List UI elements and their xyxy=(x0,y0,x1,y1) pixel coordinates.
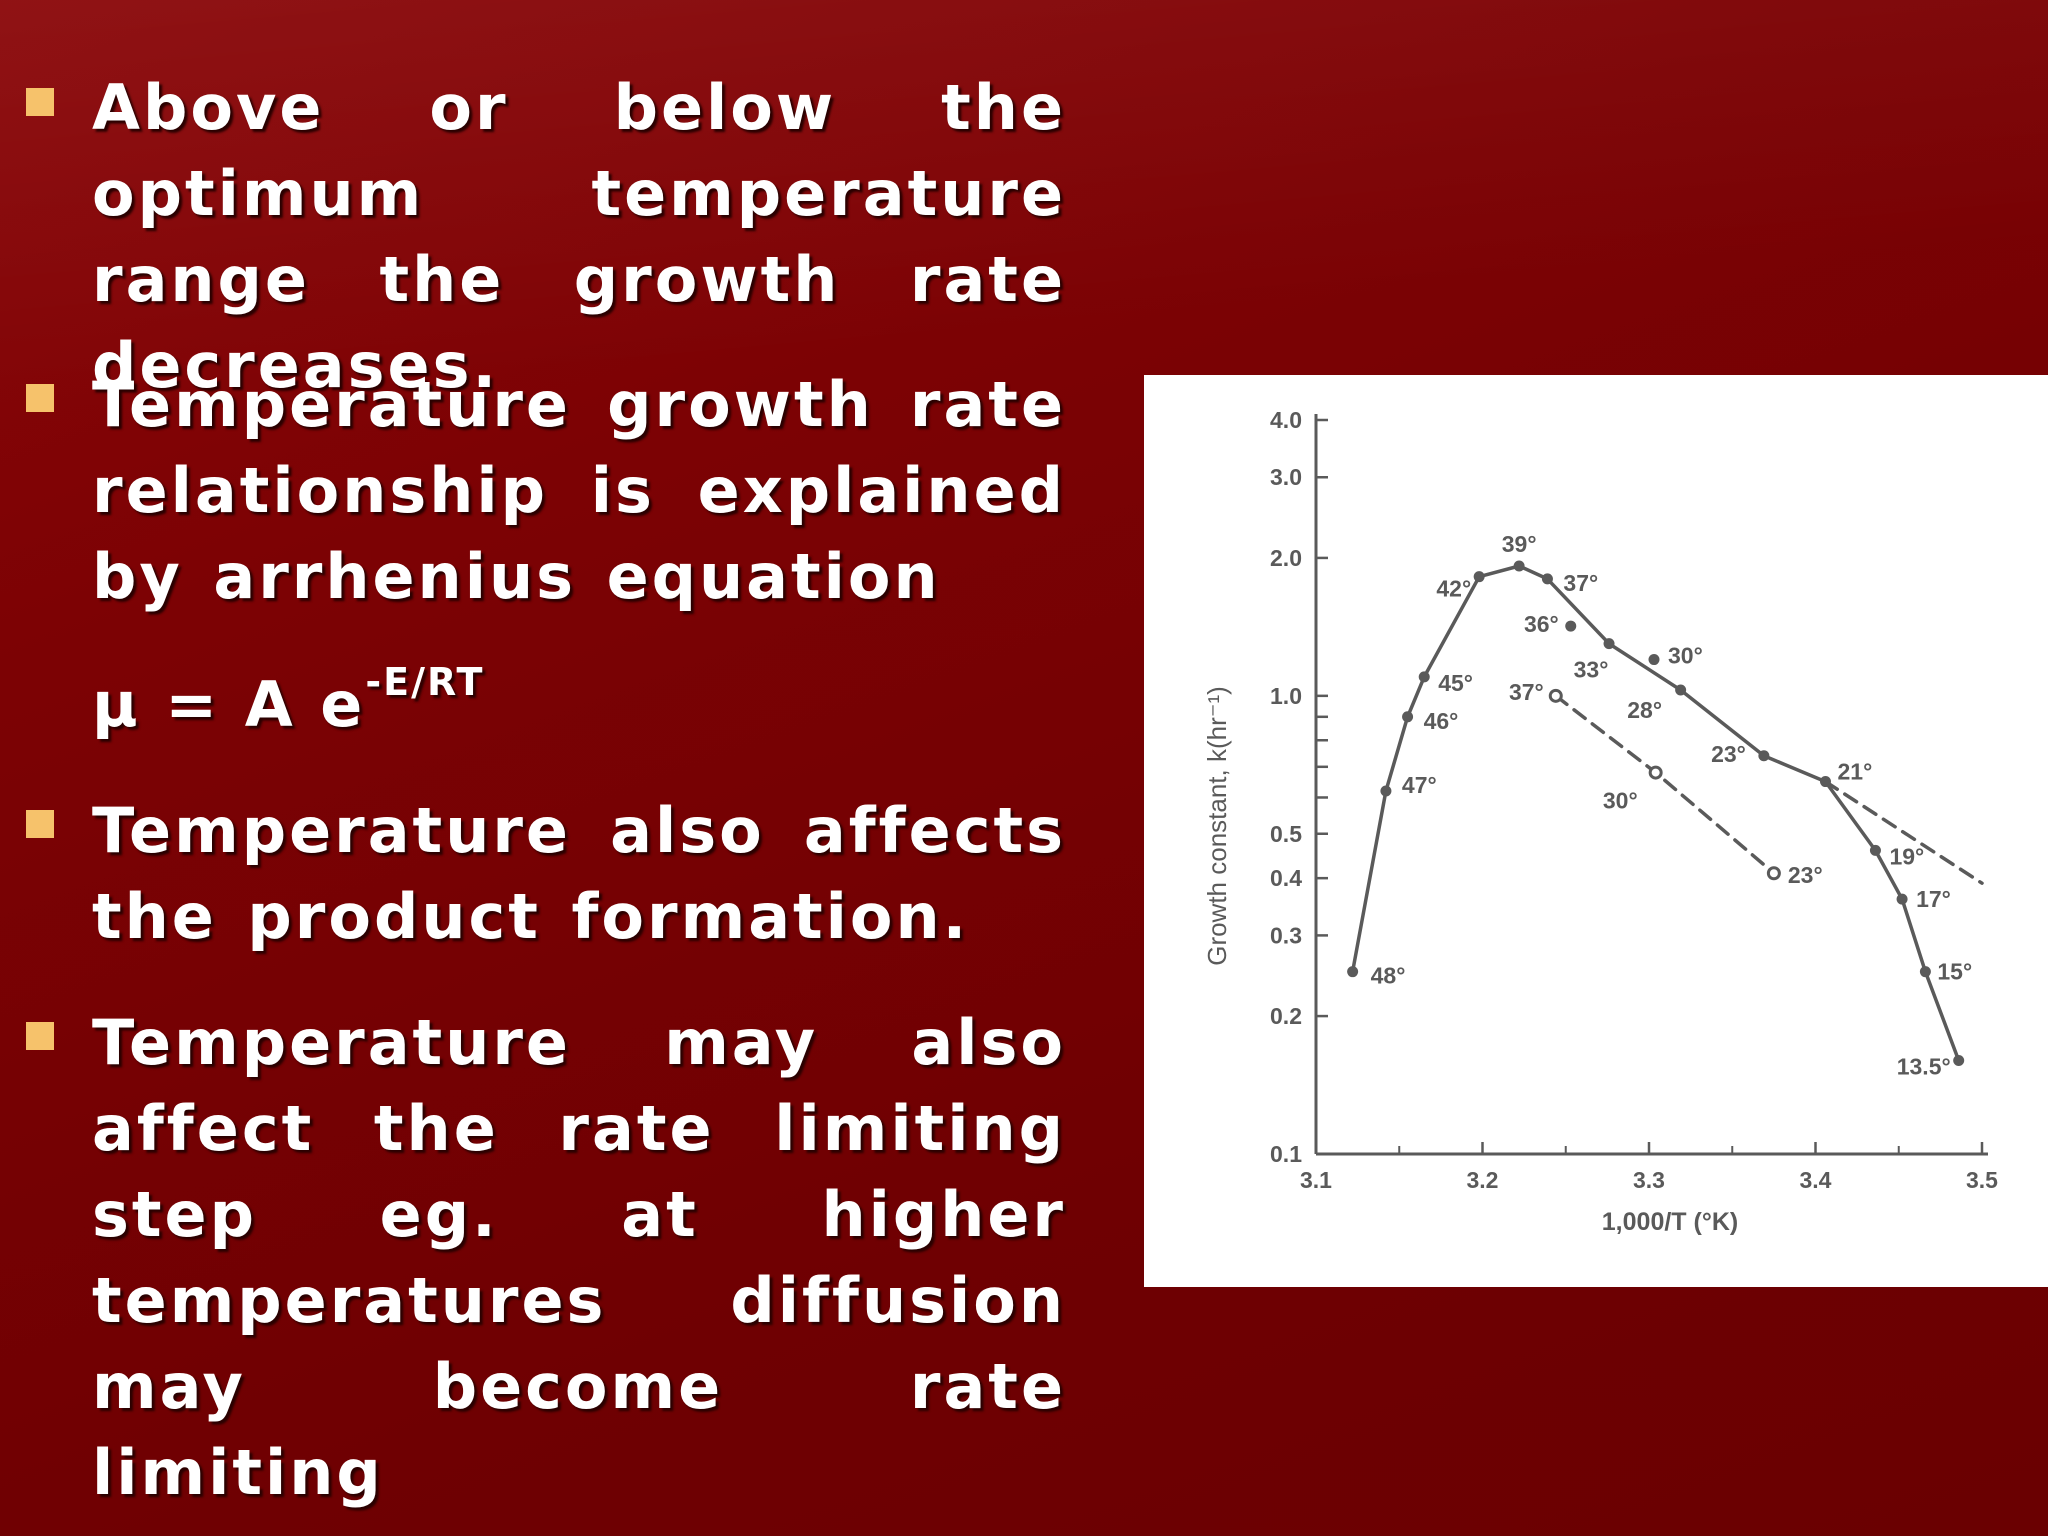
data-point-label: 48° xyxy=(1371,963,1406,989)
data-point xyxy=(1648,654,1660,666)
growth-rate-chart: 3.1 3.2 3.3 3.4 3.5 0.1 0.2 0.3 0.4 0.5 1.0 2.0 3.0 4… xyxy=(1144,375,2048,1287)
y-tick-label: 0.3 xyxy=(1270,922,1302,948)
data-point-label: 21° xyxy=(1837,759,1872,785)
data-point-label: 46° xyxy=(1424,708,1459,734)
data-point xyxy=(1603,638,1615,650)
bullet-square-icon xyxy=(26,88,54,116)
equation-exponent: -E/RT xyxy=(365,660,485,704)
bullet-text-1: Above or below the optimum temperature r… xyxy=(92,71,1066,402)
bullet-square-icon xyxy=(26,384,54,412)
data-point-label: 30° xyxy=(1668,643,1703,669)
series-1-line xyxy=(1823,779,1984,885)
bullet-text-4: Temperature may also affect the rate lim… xyxy=(92,1006,1066,1509)
data-point xyxy=(1758,750,1770,762)
data-point xyxy=(1418,671,1430,683)
data-point-label: 23° xyxy=(1788,862,1823,888)
data-point xyxy=(1473,571,1485,583)
y-axis-label: Growth constant, k(hr⁻¹) xyxy=(1202,686,1232,966)
data-point-label: 19° xyxy=(1889,843,1924,869)
data-point xyxy=(1347,966,1359,978)
data-point xyxy=(1541,573,1553,585)
y-tick-label: 4.0 xyxy=(1270,407,1302,433)
data-point-label: 42° xyxy=(1436,576,1471,602)
y-tick-label: 0.1 xyxy=(1270,1141,1302,1167)
data-point-open xyxy=(1648,765,1663,780)
arrhenius-equation: μ = A e-E/RT xyxy=(92,660,484,741)
y-tick-label: 1.0 xyxy=(1270,683,1302,709)
data-point xyxy=(1402,711,1414,723)
data-point-label: 37° xyxy=(1563,570,1598,596)
data-point xyxy=(1565,620,1577,632)
series-0-line xyxy=(1350,564,1961,1063)
bullet-text-2: Temperature growth rate relationship is … xyxy=(92,368,1066,613)
growth-rate-chart-svg: 3.1 3.2 3.3 3.4 3.5 0.1 0.2 0.3 0.4 0.5 1.0 2.0 3.0 4… xyxy=(1202,407,1998,1236)
x-tick-label: 3.2 xyxy=(1467,1167,1499,1193)
y-tick-label: 0.5 xyxy=(1270,821,1302,847)
data-point-open xyxy=(1548,688,1563,703)
chart-marks: 48° 47° 46° 45° 42° 39° 37° 33° 28° 23° 21° 19° 17° 1… xyxy=(1347,531,1984,1079)
data-point-label: 13.5° xyxy=(1897,1053,1951,1079)
bullet-text-3: Temperature also affects the product for… xyxy=(92,794,1066,953)
data-point-label: 45° xyxy=(1438,670,1473,696)
data-point xyxy=(1869,844,1881,856)
data-point xyxy=(1513,560,1525,572)
bullet-square-icon xyxy=(26,1022,54,1050)
y-tick-label: 0.2 xyxy=(1270,1003,1302,1029)
data-point-label: 37° xyxy=(1509,679,1544,705)
data-point-label: 39° xyxy=(1502,531,1537,557)
data-point-label: 15° xyxy=(1937,959,1972,985)
data-point xyxy=(1919,966,1931,978)
data-point-label: 30° xyxy=(1603,788,1638,814)
equation-base: μ = A e xyxy=(92,668,366,741)
x-tick-label: 3.5 xyxy=(1966,1167,1998,1193)
data-point xyxy=(1380,785,1392,797)
y-tick-label: 3.0 xyxy=(1270,464,1302,490)
series-2-line xyxy=(1554,694,1776,875)
y-tick-label: 2.0 xyxy=(1270,545,1302,571)
data-point-label: 28° xyxy=(1627,697,1662,723)
bullet-square-icon xyxy=(26,810,54,838)
x-axis-label: 1,000/T (°K) xyxy=(1602,1208,1738,1236)
data-point-label: 23° xyxy=(1711,741,1746,767)
data-point-label: 36° xyxy=(1524,611,1559,637)
x-tick-label: 3.1 xyxy=(1300,1167,1332,1193)
chart-axes: 3.1 3.2 3.3 3.4 3.5 0.1 0.2 0.3 0.4 0.5 1.0 2.0 3.0 4… xyxy=(1270,407,1998,1193)
data-point-label: 33° xyxy=(1574,657,1609,683)
data-point-label: 47° xyxy=(1402,772,1437,798)
data-point xyxy=(1896,893,1908,905)
data-point-open xyxy=(1766,866,1781,881)
data-point-label: 17° xyxy=(1916,886,1951,912)
data-point xyxy=(1953,1054,1965,1066)
x-tick-label: 3.3 xyxy=(1633,1167,1665,1193)
x-tick-label: 3.4 xyxy=(1800,1167,1832,1193)
y-tick-label: 0.4 xyxy=(1270,865,1302,891)
data-point xyxy=(1675,684,1687,696)
